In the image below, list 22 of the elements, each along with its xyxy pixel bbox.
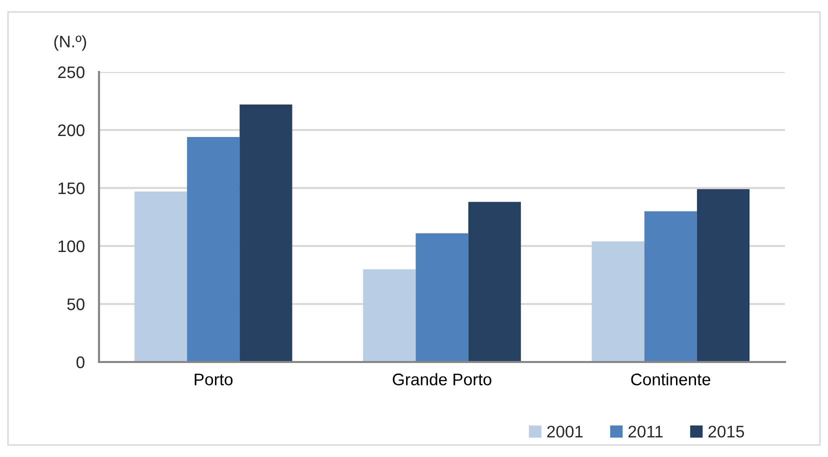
- x-tick-label: Porto: [194, 374, 233, 386]
- bar: [240, 104, 292, 362]
- x-tick-label: Grande Porto: [392, 373, 492, 386]
- x-tick-label: Continente: [631, 373, 710, 386]
- y-axis-title: (N.º): [54, 35, 86, 51]
- legend-label: 2015: [708, 426, 744, 438]
- bar: [592, 241, 644, 362]
- y-tick-label: 150: [58, 182, 84, 194]
- y-tick-label: 100: [58, 240, 84, 252]
- legend-label: 2001: [547, 426, 583, 438]
- legend-label: 2011: [628, 426, 663, 438]
- y-tick-label: 50: [67, 298, 84, 310]
- bar: [416, 233, 468, 362]
- bar: [187, 136, 240, 362]
- bar: [696, 189, 750, 362]
- y-tick-label: 0: [76, 356, 84, 368]
- bar: [134, 191, 188, 362]
- bar: [644, 211, 697, 362]
- bar: [363, 269, 416, 362]
- y-tick-label: 250: [58, 66, 84, 78]
- bar: [468, 202, 521, 362]
- y-tick-label: 200: [58, 124, 84, 136]
